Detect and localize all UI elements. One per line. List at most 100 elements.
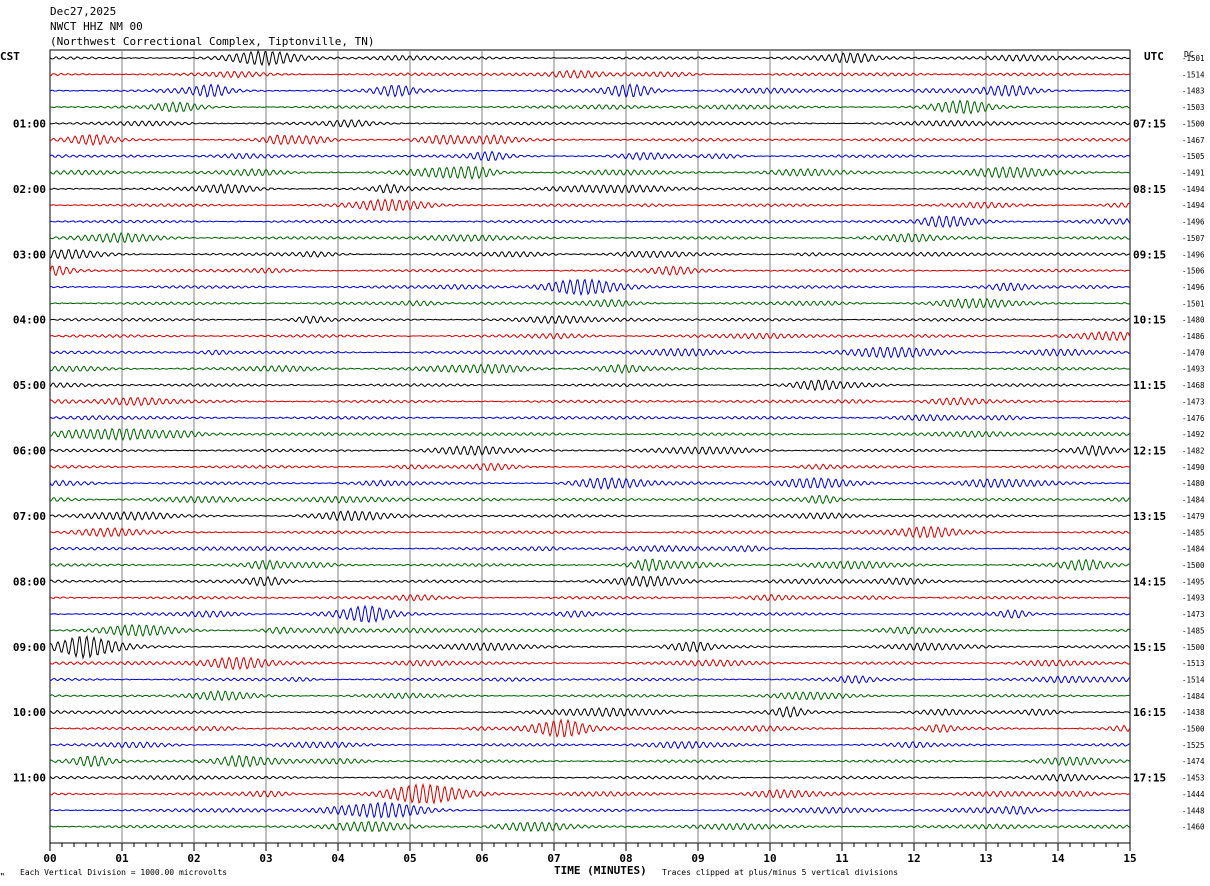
trace-line (49, 183, 1131, 194)
dc-offset-label: -1507 (1182, 234, 1205, 243)
trace-line (49, 656, 1131, 671)
dc-offset-label: -1470 (1182, 348, 1205, 357)
trace-line (49, 604, 1131, 624)
dc-offset-label: -1493 (1182, 594, 1205, 603)
dc-offset-label: -1500 (1182, 643, 1205, 652)
x-tick-label: 10 (763, 852, 776, 865)
left-time-label: 03:00 (13, 248, 46, 261)
dc-offset-label: -1484 (1182, 496, 1205, 505)
trace-line (49, 198, 1131, 212)
corner-mark: ‟ (0, 872, 5, 881)
right-time-label: 07:15 (1133, 117, 1166, 130)
trace-line (49, 773, 1131, 782)
dc-offset-label: -1496 (1182, 283, 1205, 292)
left-time-label: 05:00 (13, 379, 46, 392)
left-time-label: 09:00 (13, 641, 46, 654)
dc-offset-label: -1460 (1182, 823, 1205, 832)
trace-line (49, 782, 1130, 805)
x-tick-label: 11 (835, 852, 849, 865)
trace-line (49, 575, 1131, 588)
dc-offset-label: -1501 (1182, 54, 1205, 63)
dc-offset-label: -1514 (1182, 675, 1205, 684)
x-tick-label: 06 (475, 852, 489, 865)
trace-line (49, 396, 1131, 407)
left-time-label: 11:00 (13, 772, 46, 785)
trace-line (49, 623, 1131, 638)
trace-line (49, 718, 1131, 738)
plot-frame (49, 49, 1131, 844)
trace-line (49, 379, 1131, 392)
trace-line (49, 297, 1131, 309)
right-time-label: 08:15 (1133, 183, 1166, 196)
dc-offset-label: -1479 (1182, 512, 1205, 521)
dc-offset-label: -1494 (1182, 185, 1205, 194)
left-time-label: 01:00 (13, 117, 46, 130)
right-time-label: 17:15 (1133, 772, 1166, 785)
x-tick-label: 00 (43, 852, 56, 865)
dc-offset-label: -1480 (1182, 479, 1205, 488)
trace-line (49, 69, 1131, 79)
trace-line (49, 801, 1131, 819)
x-tick-label: 07 (547, 852, 560, 865)
dc-offset-label: -1438 (1182, 708, 1205, 717)
station-label: NWCT HHZ NM 00 (50, 20, 143, 33)
trace-line (49, 635, 1131, 660)
trace-line (49, 445, 1131, 457)
trace-line (49, 314, 1131, 325)
dc-offset-label: -1448 (1182, 806, 1205, 815)
trace-line (49, 83, 1131, 99)
trace-line (49, 494, 1131, 505)
dc-offset-label: -1500 (1182, 725, 1205, 734)
trace-line (49, 740, 1131, 750)
right-time-label: 14:15 (1133, 575, 1166, 588)
trace-line (49, 150, 1131, 162)
dc-offset-label: -1525 (1182, 741, 1205, 750)
dc-offset-label: -1496 (1182, 250, 1205, 259)
x-axis-title: TIME (MINUTES) (554, 864, 647, 877)
trace-line (49, 278, 1131, 297)
dc-offset-label: -1468 (1182, 381, 1205, 390)
dc-offset-label: -1500 (1182, 561, 1205, 570)
dc-offset-label: -1476 (1182, 414, 1205, 423)
right-axis-label: UTC (1144, 50, 1164, 63)
right-time-label: 10:15 (1133, 314, 1166, 327)
trace-line (49, 754, 1131, 768)
x-tick-label: 01 (115, 852, 129, 865)
dc-offset-label: -1473 (1182, 610, 1205, 619)
dc-offset-label: -1483 (1182, 87, 1205, 96)
dc-offset-label: -1490 (1182, 463, 1205, 472)
dc-offset-label: -1453 (1182, 774, 1205, 783)
dc-offset-label: -1491 (1182, 168, 1205, 177)
trace-line (49, 165, 1131, 181)
trace-line (49, 346, 1131, 359)
dc-offset-label: -1482 (1182, 447, 1205, 456)
trace-line (49, 544, 1131, 553)
trace-line (49, 119, 1131, 128)
left-time-label: 07:00 (13, 510, 46, 523)
dc-offset-label: -1485 (1182, 528, 1205, 537)
trace-line (49, 427, 1131, 441)
right-time-label: 12:15 (1133, 445, 1166, 458)
dc-offset-label: -1492 (1182, 430, 1205, 439)
trace-line (49, 413, 1131, 422)
trace-line (49, 705, 1131, 718)
right-time-label: 11:15 (1133, 379, 1166, 392)
left-time-label: 10:00 (13, 706, 46, 719)
dc-offset-label: -1513 (1182, 659, 1205, 668)
right-time-label: 15:15 (1133, 641, 1166, 654)
x-tick-label: 08 (619, 852, 632, 865)
right-time-label: 16:15 (1133, 706, 1166, 719)
dc-offset-label: -1496 (1182, 218, 1205, 227)
dc-offset-label: -1501 (1182, 299, 1205, 308)
left-time-label: 06:00 (13, 445, 46, 458)
x-tick-label: 02 (187, 852, 200, 865)
trace-line (49, 232, 1131, 244)
left-time-label: 08:00 (13, 575, 46, 588)
dc-offset-label: -1484 (1182, 545, 1205, 554)
left-axis-label: CST (0, 50, 20, 63)
trace-line (49, 265, 1131, 277)
dc-offset-label: -1474 (1182, 757, 1205, 766)
right-time-label: 09:15 (1133, 248, 1166, 261)
dc-offset-label: -1467 (1182, 136, 1205, 145)
